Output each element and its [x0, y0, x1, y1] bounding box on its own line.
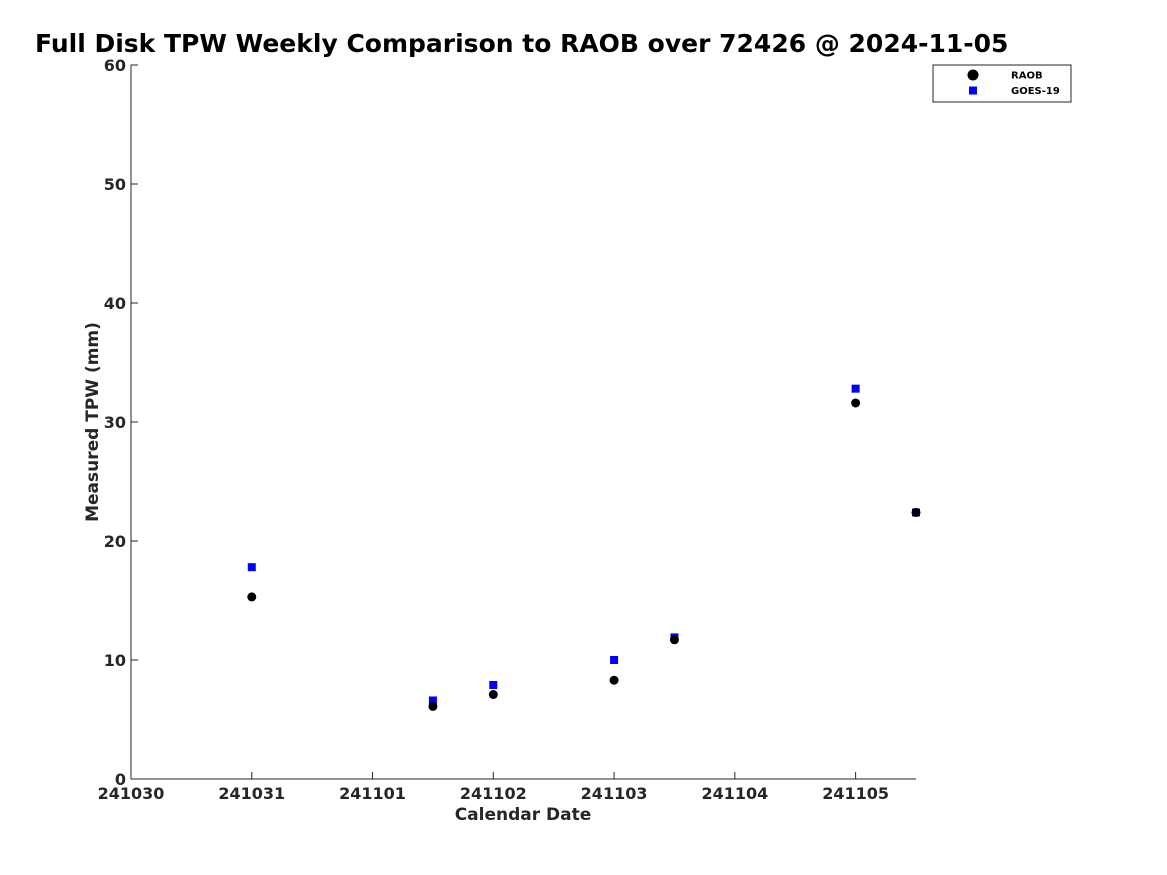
- y-tick-label: 20: [104, 532, 126, 551]
- x-tick-label: 241104: [701, 784, 768, 803]
- data-points: [247, 384, 921, 711]
- x-tick-label: 241105: [822, 784, 889, 803]
- x-tick-label: 241102: [460, 784, 527, 803]
- legend-goes19-marker: [969, 86, 977, 95]
- legend-goes19-label: GOES-19: [1011, 86, 1060, 97]
- raob-point: [247, 592, 257, 602]
- goes19-point: [489, 680, 498, 689]
- raob-point: [911, 507, 921, 517]
- y-axis-label: Measured TPW (mm): [83, 322, 103, 522]
- legend-raob-marker: [967, 69, 979, 81]
- goes19-point: [610, 656, 619, 664]
- y-tick-label: 50: [104, 175, 126, 194]
- legend-box: [932, 64, 1072, 103]
- x-axis-label: Calendar Date: [455, 805, 592, 825]
- x-axis-ticks: 241030 241031 241101 241102 241103 241104 2411…: [98, 772, 889, 803]
- x-tick-label: 241031: [218, 784, 285, 803]
- raob-point: [851, 398, 861, 408]
- x-tick-label: 241103: [581, 784, 648, 803]
- y-tick-label: 30: [104, 413, 126, 432]
- raob-point: [609, 675, 619, 685]
- legend: RAOB GOES-19: [932, 64, 1072, 103]
- legend-raob-label: RAOB: [1011, 71, 1043, 82]
- y-axis-ticks: 0 10 20 30 40 50 60: [104, 56, 138, 789]
- raob-point: [669, 635, 679, 645]
- y-tick-label: 10: [104, 651, 126, 670]
- y-tick-label: 60: [104, 56, 126, 75]
- raob-point: [428, 701, 438, 711]
- raob-point: [488, 690, 498, 700]
- chart-title: Full Disk TPW Weekly Comparison to RAOB …: [35, 29, 1008, 58]
- goes19-point: [428, 696, 437, 705]
- goes19-point: [247, 563, 256, 572]
- y-tick-label: 0: [115, 770, 126, 789]
- x-tick-label: 241101: [339, 784, 406, 803]
- goes19-point: [851, 384, 860, 393]
- y-tick-label: 40: [104, 294, 126, 313]
- x-tick-label: 241030: [98, 784, 165, 803]
